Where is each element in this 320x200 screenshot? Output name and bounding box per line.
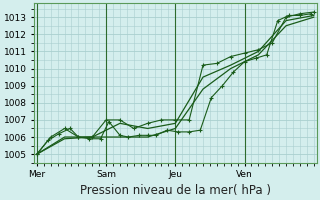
X-axis label: Pression niveau de la mer( hPa ): Pression niveau de la mer( hPa ) <box>80 184 271 197</box>
